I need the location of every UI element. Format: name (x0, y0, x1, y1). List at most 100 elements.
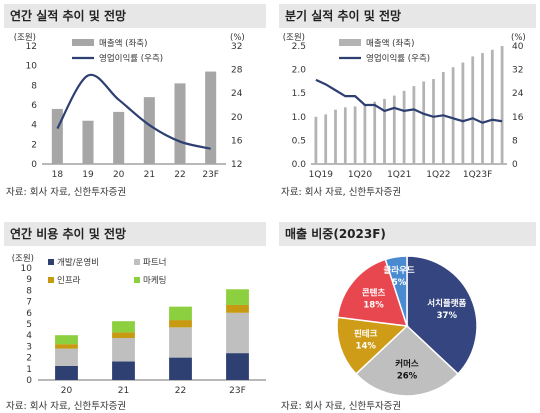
stacked-bar-segment (169, 320, 192, 328)
bar (432, 79, 435, 164)
revenue-mix-source: 자료: 회사 자료, 신한투자증권 (281, 401, 402, 412)
stacked-bar-segment (55, 348, 78, 366)
annual-cost-panel: 연간 비용 추이 및 전망 0 1 2 3 4 5 6 7 8 9 10 (조원) 20 21 22 23F 개… (4, 222, 266, 412)
pie-slice-label: 클라우드 (383, 265, 414, 276)
y-axis-unit: (조원) (14, 33, 36, 43)
y-tick-label: 2 (26, 354, 32, 364)
y2-tick-label: 40 (512, 42, 524, 52)
x-tick-label: 22 (175, 386, 186, 396)
bar (422, 81, 426, 164)
stacked-bar-segment (112, 332, 135, 338)
revenue-mix-chart: 서치플랫폼 37% 커머스 26% 핀테크 14% 콘텐츠 18% 클라우드 5% (336, 255, 478, 397)
bar (471, 56, 475, 164)
legend-label: 마케팅 (143, 275, 166, 286)
stacked-bar-segment (226, 312, 249, 354)
pie-slice (406, 255, 478, 375)
bar (481, 53, 484, 164)
stacked-bar-segment (226, 289, 249, 305)
legend-label: 인프라 (57, 275, 81, 286)
stacked-bar-segment (169, 306, 192, 321)
y2-tick-label: 32 (512, 66, 523, 76)
x-tick-label: 1Q22 (426, 170, 450, 180)
y-tick-label: 7 (26, 298, 32, 308)
y-tick-label: 2.0 (292, 66, 307, 76)
x-tick-label: 20 (113, 170, 125, 180)
x-tick-label: 1Q21 (387, 170, 411, 180)
pie-slice-pct: 18% (363, 300, 384, 310)
x-tick-label: 22 (174, 170, 185, 180)
y-tick-label: 4 (31, 121, 37, 131)
y2-tick-label: 24 (512, 89, 524, 99)
annual-cost-title: 연간 비용 추이 및 전망 (4, 222, 266, 246)
series-line (315, 78, 503, 124)
y-tick-label: 9 (26, 275, 32, 285)
bar (51, 108, 63, 164)
bar (383, 98, 386, 164)
legend-swatch-bar (72, 39, 94, 46)
bar (490, 49, 494, 164)
y-axis-unit: (조원) (12, 254, 34, 264)
y-tick-label: 4 (26, 331, 32, 341)
stacked-bar-segment (55, 366, 78, 380)
stacked-bar-segment (112, 338, 135, 362)
bar (205, 71, 217, 164)
pie-slice-label: 핀테크 (354, 328, 378, 339)
y-tick-label: 1.0 (292, 113, 307, 123)
y2-tick-label: 20 (231, 113, 243, 123)
y-tick-label: 3 (26, 342, 32, 352)
y-tick-label: 0.0 (292, 160, 307, 170)
pie-slice-pct: 14% (356, 341, 377, 351)
y-tick-label: 6 (26, 309, 32, 319)
bar (402, 90, 406, 164)
y2-tick-label: 24 (231, 89, 243, 99)
bar (461, 62, 465, 164)
bar (314, 116, 318, 164)
y-tick-label: 8 (31, 81, 37, 91)
x-tick-label: 1Q20 (348, 170, 373, 180)
bar (412, 86, 416, 164)
x-tick-label: 19 (82, 170, 94, 180)
bar (373, 101, 377, 164)
y-tick-label: 0 (26, 376, 32, 386)
series-line (56, 73, 211, 150)
stacked-bar-segment (112, 321, 135, 333)
pie-slice-pct: 26% (397, 371, 418, 381)
stacked-bar-segment (226, 353, 249, 380)
annual-performance-source: 자료: 회사 자료, 신한투자증권 (6, 187, 127, 198)
legend-label: 개발/운영비 (57, 257, 99, 268)
legend-swatch-bar (339, 39, 361, 46)
bar (451, 67, 455, 164)
x-tick-label: 20 (61, 386, 73, 396)
x-tick-label: 21 (144, 170, 155, 180)
y-tick-label: 5 (26, 320, 32, 330)
bar (143, 97, 155, 164)
stacked-bar-segment (112, 361, 135, 380)
y-tick-label: 10 (21, 264, 33, 274)
pie-slice (354, 324, 460, 397)
revenue-mix-panel: 매출 비중(2023F) 서치플랫폼 37% 커머스 26% 핀테크 14% 콘텐츠 18% 클… (279, 222, 536, 412)
legend-swatch (134, 277, 140, 283)
annual-cost-source: 자료: 회사 자료, 신한투자증권 (6, 401, 127, 412)
bar (363, 105, 367, 164)
legend-label: 파트너 (143, 257, 166, 268)
bar (324, 114, 328, 164)
bar (334, 109, 337, 164)
legend-swatch (48, 259, 54, 265)
y-axis-unit: (조원) (283, 33, 305, 43)
bar (500, 46, 504, 164)
pie-slice (336, 316, 409, 375)
stacked-bar-segment (226, 304, 249, 313)
stacked-bar-segment (169, 357, 192, 380)
y-tick-label: 1 (26, 365, 32, 375)
legend-label: 영업이익률 (우측) (366, 53, 430, 64)
x-tick-label: 18 (52, 170, 64, 180)
y2-tick-label: 8 (512, 136, 518, 146)
pie-slice-pct: 5% (392, 278, 407, 288)
y-tick-label: 1.5 (292, 89, 306, 99)
x-tick-label: 1Q19 (309, 170, 334, 180)
legend-swatch (134, 259, 140, 265)
legend-label: 매출액 (좌축) (99, 38, 147, 49)
y-tick-label: 8 (26, 286, 32, 296)
